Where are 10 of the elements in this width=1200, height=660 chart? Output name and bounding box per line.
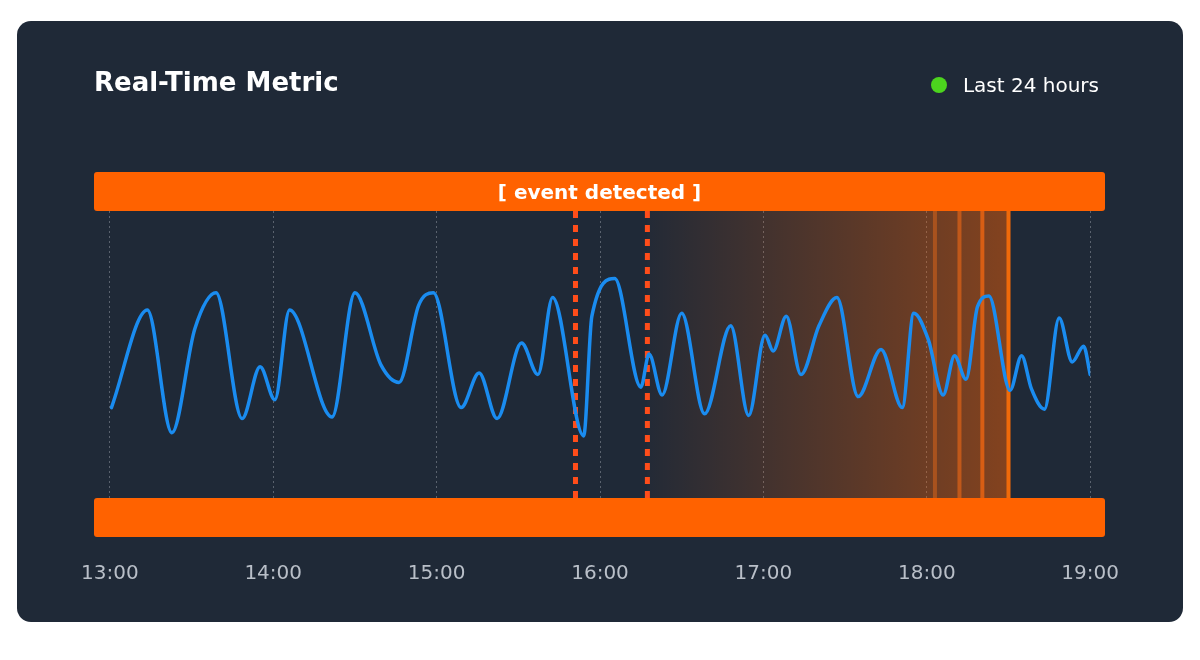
chart-title: Real-Time Metric bbox=[94, 67, 339, 97]
x-tick-label: 15:00 bbox=[407, 560, 466, 585]
x-tick-label: 18:00 bbox=[897, 560, 956, 585]
x-tick-label: 17:00 bbox=[734, 560, 793, 585]
x-tick-label: 13:00 bbox=[81, 560, 139, 585]
chart-subtitle: Last 24 hours bbox=[962, 73, 1099, 97]
x-tick-label: 16:00 bbox=[571, 560, 629, 585]
banner: [ event detected ] bbox=[94, 172, 1105, 211]
x-tick-label: 14:00 bbox=[244, 560, 303, 585]
x-tick-label: 19:00 bbox=[1061, 560, 1119, 585]
